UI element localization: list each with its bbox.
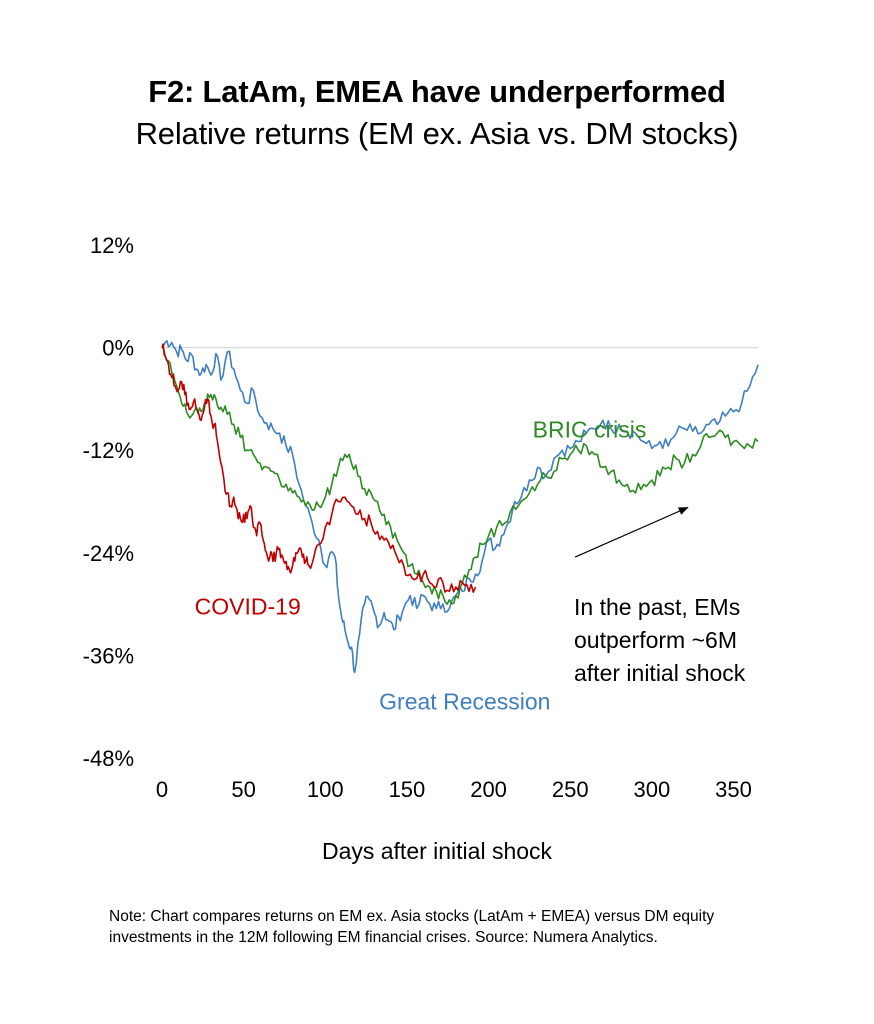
- annotation-line: outperform ~6M: [574, 627, 737, 653]
- series-line-great-recession: [161, 340, 759, 674]
- y-tick-label: 0%: [102, 336, 134, 361]
- series-line-bric-crisis: [161, 346, 759, 605]
- x-tick-label: 350: [715, 777, 752, 802]
- footnote: Note: Chart compares returns on EM ex. A…: [109, 906, 809, 948]
- y-axis-ticks: 12% 0% -12% -24% -36% -48%: [83, 233, 134, 771]
- chart-subtitle: Relative returns (EM ex. Asia vs. DM sto…: [135, 116, 739, 151]
- x-tick-label: 100: [307, 777, 344, 802]
- x-axis-label: Days after initial shock: [321, 838, 553, 864]
- x-tick-label: 150: [389, 777, 426, 802]
- footnote-line-2: investments in the 12M following EM fina…: [109, 929, 658, 946]
- series-label-great-recession: Great Recession: [379, 688, 550, 714]
- annotation-line: after initial shock: [574, 660, 746, 686]
- series-label-covid-19: COVID-19: [195, 593, 301, 619]
- y-tick-label: -48%: [83, 746, 134, 771]
- annotation-line: In the past, EMs: [574, 594, 740, 620]
- y-tick-label: -12%: [83, 438, 134, 463]
- x-tick-label: 250: [552, 777, 589, 802]
- y-tick-label: -24%: [83, 541, 134, 566]
- x-tick-label: 0: [156, 777, 168, 802]
- y-tick-label: -36%: [83, 643, 134, 668]
- x-tick-label: 300: [634, 777, 671, 802]
- footnote-line-1: Note: Chart compares returns on EM ex. A…: [109, 908, 715, 925]
- y-tick-label: 12%: [90, 233, 134, 258]
- chart-title: F2: LatAm, EMEA have underperformed: [148, 74, 726, 109]
- x-tick-label: 50: [231, 777, 255, 802]
- series-lines: [161, 340, 759, 674]
- annotation-text: In the past, EMs outperform ~6M after init…: [574, 594, 746, 686]
- series-line-covid-19: [161, 343, 477, 593]
- series-labels: Great Recession BRIC crisis COVID-19: [195, 416, 647, 714]
- x-tick-label: 200: [470, 777, 507, 802]
- annotation: In the past, EMs outperform ~6M after init…: [574, 506, 746, 686]
- series-label-bric-crisis: BRIC crisis: [533, 416, 647, 442]
- x-axis-ticks: 0 50 100 150 200 250 300 350: [156, 777, 752, 802]
- annotation-arrow: [574, 506, 689, 558]
